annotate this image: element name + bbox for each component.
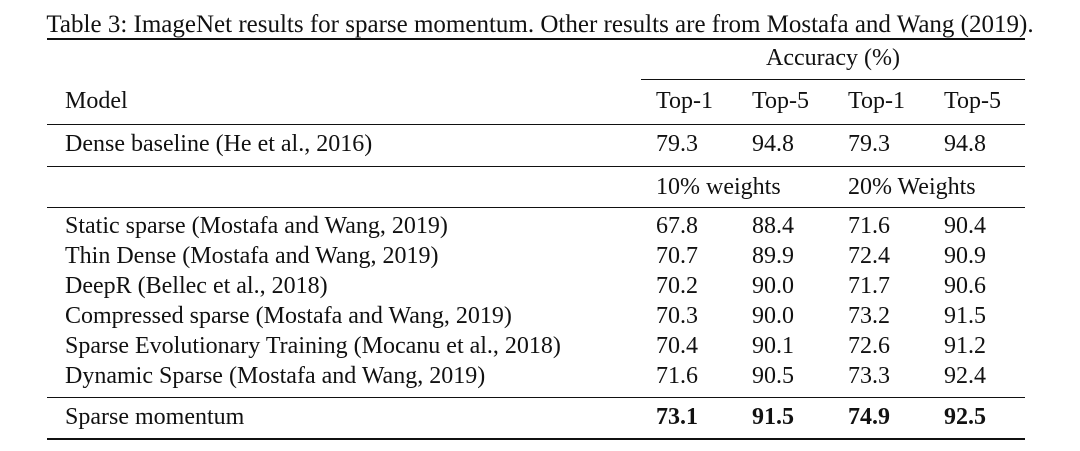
row-value: 92.4 — [944, 363, 986, 389]
final-rule — [47, 397, 1025, 398]
row-value: 91.5 — [944, 303, 986, 329]
accuracy-cmidrule — [641, 79, 1025, 80]
baseline-value: 79.3 — [848, 131, 890, 157]
row-model: Thin Dense (Mostafa and Wang, 2019) — [65, 243, 439, 269]
final-value: 74.9 — [848, 404, 890, 430]
row-value: 90.9 — [944, 243, 986, 269]
final-value: 92.5 — [944, 404, 986, 430]
table-caption: Table 3: ImageNet results for sparse mom… — [46, 11, 1034, 38]
baseline-model: Dense baseline (He et al., 2016) — [65, 131, 373, 157]
col-header-top1-b: Top-1 — [848, 88, 905, 114]
row-value: 90.0 — [752, 303, 794, 329]
baseline-value: 79.3 — [656, 131, 698, 157]
row-value: 73.2 — [848, 303, 890, 329]
row-model: Dynamic Sparse (Mostafa and Wang, 2019) — [65, 363, 486, 389]
row-value: 90.6 — [944, 273, 986, 299]
group-header-20-weights: 20% Weights — [848, 174, 976, 200]
row-value: 90.1 — [752, 333, 794, 359]
header-rule — [47, 124, 1025, 125]
row-value: 90.0 — [752, 273, 794, 299]
col-header-top5-a: Top-5 — [752, 88, 809, 114]
row-value: 73.3 — [848, 363, 890, 389]
row-model: Compressed sparse (Mostafa and Wang, 201… — [65, 303, 512, 329]
col-header-top5-b: Top-5 — [944, 88, 1001, 114]
row-value: 70.4 — [656, 333, 698, 359]
row-value: 72.6 — [848, 333, 890, 359]
baseline-value: 94.8 — [752, 131, 794, 157]
row-value: 91.2 — [944, 333, 986, 359]
row-value: 72.4 — [848, 243, 890, 269]
accuracy-header: Accuracy (%) — [766, 45, 900, 71]
final-value: 91.5 — [752, 404, 794, 430]
row-model: Sparse Evolutionary Training (Mocanu et … — [65, 333, 561, 359]
row-value: 70.7 — [656, 243, 698, 269]
row-value: 89.9 — [752, 243, 794, 269]
row-value: 71.7 — [848, 273, 890, 299]
top-rule — [47, 38, 1025, 40]
row-value: 71.6 — [848, 213, 890, 239]
row-value: 88.4 — [752, 213, 794, 239]
final-value: 73.1 — [656, 404, 698, 430]
row-value: 90.4 — [944, 213, 986, 239]
group-header-10-weights: 10% weights — [656, 174, 781, 200]
row-value: 70.3 — [656, 303, 698, 329]
row-value: 70.2 — [656, 273, 698, 299]
col-header-top1-a: Top-1 — [656, 88, 713, 114]
row-value: 90.5 — [752, 363, 794, 389]
row-value: 71.6 — [656, 363, 698, 389]
baseline-rule — [47, 166, 1025, 167]
bottom-rule — [47, 438, 1025, 440]
baseline-value: 94.8 — [944, 131, 986, 157]
row-model: Static sparse (Mostafa and Wang, 2019) — [65, 213, 448, 239]
model-column-header: Model — [65, 88, 128, 114]
row-model: DeepR (Bellec et al., 2018) — [65, 273, 328, 299]
row-value: 67.8 — [656, 213, 698, 239]
final-model: Sparse momentum — [65, 404, 245, 430]
group-rule — [47, 207, 1025, 208]
